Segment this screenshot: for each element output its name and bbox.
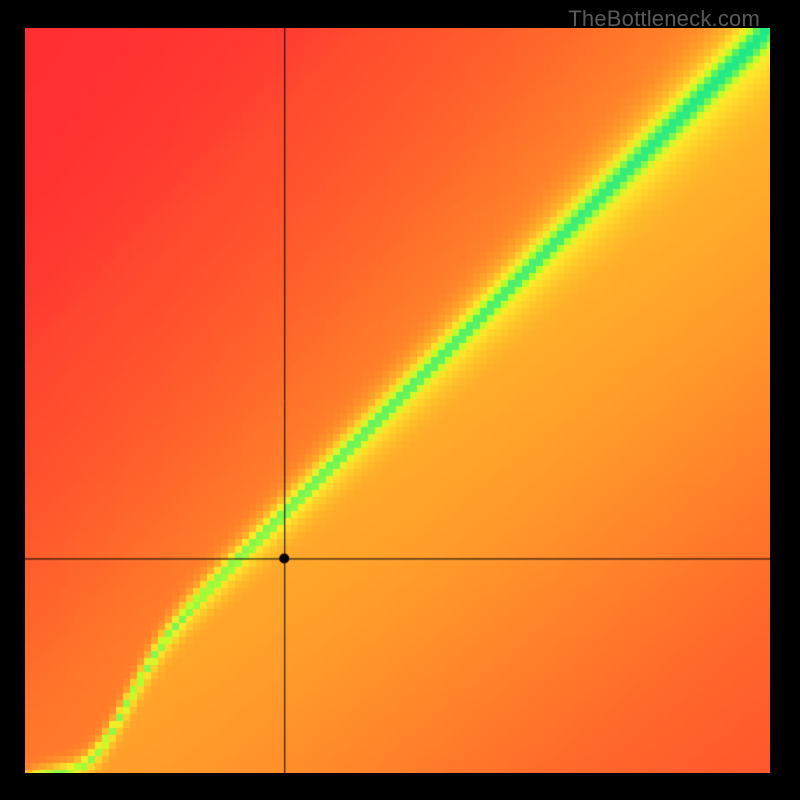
bottleneck-heatmap (25, 28, 770, 773)
page-root: TheBottleneck.com (0, 0, 800, 800)
plot-frame (25, 28, 770, 773)
watermark-text: TheBottleneck.com (568, 6, 760, 32)
